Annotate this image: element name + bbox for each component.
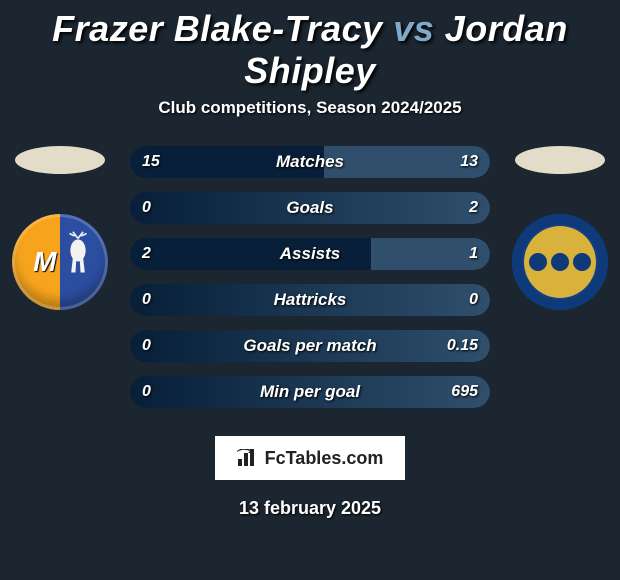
- stag-icon: [61, 231, 95, 275]
- stat-value-left: 15: [142, 153, 160, 171]
- player1-photo-placeholder: [15, 146, 105, 174]
- mansfield-letter: M: [33, 246, 56, 278]
- club-crest-shrewsbury: [512, 214, 608, 310]
- date-text: 13 february 2025: [0, 498, 620, 519]
- player2-photo-placeholder: [515, 146, 605, 174]
- stat-value-right: 0.15: [447, 337, 478, 355]
- comparison-area: M 15Matches130Goals22Assists10Hattricks0…: [0, 146, 620, 426]
- stat-value-right: 2: [469, 199, 478, 217]
- stat-label: Matches: [276, 152, 344, 172]
- stat-value-right: 695: [451, 383, 478, 401]
- stat-label: Hattricks: [274, 290, 347, 310]
- club-crest-mansfield: M: [12, 214, 108, 310]
- stat-label: Assists: [280, 244, 340, 264]
- page-title: Frazer Blake-Tracy vs Jordan Shipley: [0, 0, 620, 92]
- player1-name: Frazer Blake-Tracy: [52, 8, 383, 49]
- source-badge-text: FcTables.com: [265, 448, 384, 469]
- stat-value-right: 0: [469, 291, 478, 309]
- stat-value-left: 2: [142, 245, 151, 263]
- stat-value-right: 13: [460, 153, 478, 171]
- shrewsbury-inner: [524, 226, 596, 298]
- loggerhead-icon: [551, 253, 569, 271]
- stat-value-left: 0: [142, 291, 151, 309]
- stat-value-left: 0: [142, 383, 151, 401]
- loggerhead-icon: [529, 253, 547, 271]
- stat-label: Goals per match: [243, 336, 376, 356]
- stat-row: 0 Goals 2: [130, 192, 490, 224]
- stat-value-left: 0: [142, 199, 151, 217]
- stat-label: Goals: [286, 198, 333, 218]
- subtitle: Club competitions, Season 2024/2025: [0, 98, 620, 118]
- stat-label: Min per goal: [260, 382, 360, 402]
- stat-row: 15 Matches 13: [130, 146, 490, 178]
- vs-text: vs: [393, 8, 434, 49]
- stat-row: 0 Hattricks 0: [130, 284, 490, 316]
- stat-value-right: 1: [469, 245, 478, 263]
- stat-row: 0 Goals per match 0.15: [130, 330, 490, 362]
- stat-row: 2 Assists 1: [130, 238, 490, 270]
- player1-column: M: [0, 146, 120, 310]
- loggerhead-icon: [573, 253, 591, 271]
- stat-row: 0 Min per goal 695: [130, 376, 490, 408]
- source-badge: FcTables.com: [215, 436, 405, 480]
- stat-bars: 15 Matches 13 0 Goals 2 2 Assists 1 0 Hattricks 0 0 G…: [130, 146, 490, 408]
- bar-chart-icon: [237, 449, 259, 467]
- player2-column: [500, 146, 620, 310]
- stat-value-left: 0: [142, 337, 151, 355]
